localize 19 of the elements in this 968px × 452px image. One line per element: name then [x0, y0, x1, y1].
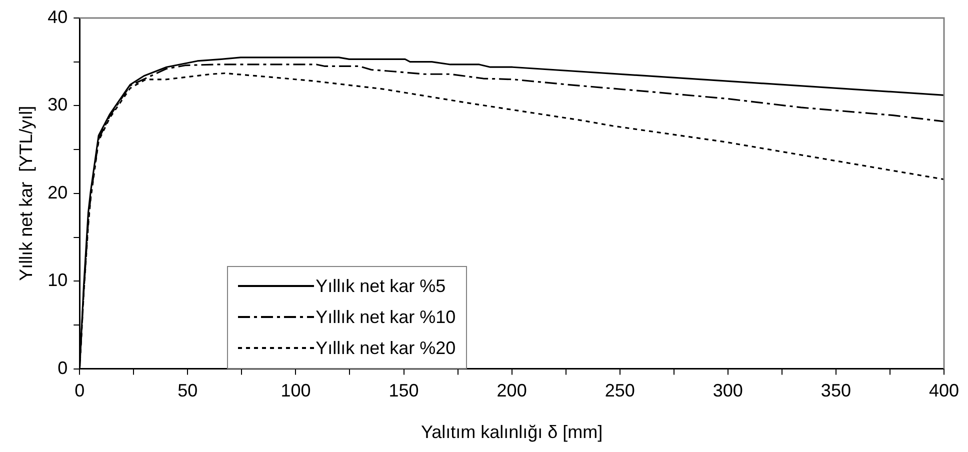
x-tick-label: 150	[388, 380, 419, 401]
x-tick-label: 300	[712, 380, 743, 401]
y-tick-label: 0	[58, 358, 68, 378]
y-tick-label: 10	[48, 270, 68, 290]
x-tick-label: 350	[820, 380, 851, 401]
x-tick-label: 400	[928, 380, 960, 401]
legend-label: Yıllık net kar %10	[316, 306, 456, 328]
x-axis-title: Yalıtım kalınlığı δ [mm]	[420, 422, 603, 442]
legend-label: Yıllık net kar %5	[316, 276, 446, 297]
y-axis-title: Yıllık net kar [YTL/yıl]	[16, 106, 36, 281]
y-tick-label: 40	[48, 6, 68, 27]
y-tick-label: 30	[48, 94, 68, 115]
x-tick-label: 50	[178, 380, 198, 401]
x-tick-label: 0	[74, 380, 85, 401]
y-tick-label: 20	[48, 182, 68, 202]
x-tick-label: 250	[604, 380, 635, 401]
legend-label: Yıllık net kar %20	[316, 338, 456, 359]
x-tick-label: 100	[280, 380, 311, 401]
x-tick-label: 200	[496, 380, 527, 401]
